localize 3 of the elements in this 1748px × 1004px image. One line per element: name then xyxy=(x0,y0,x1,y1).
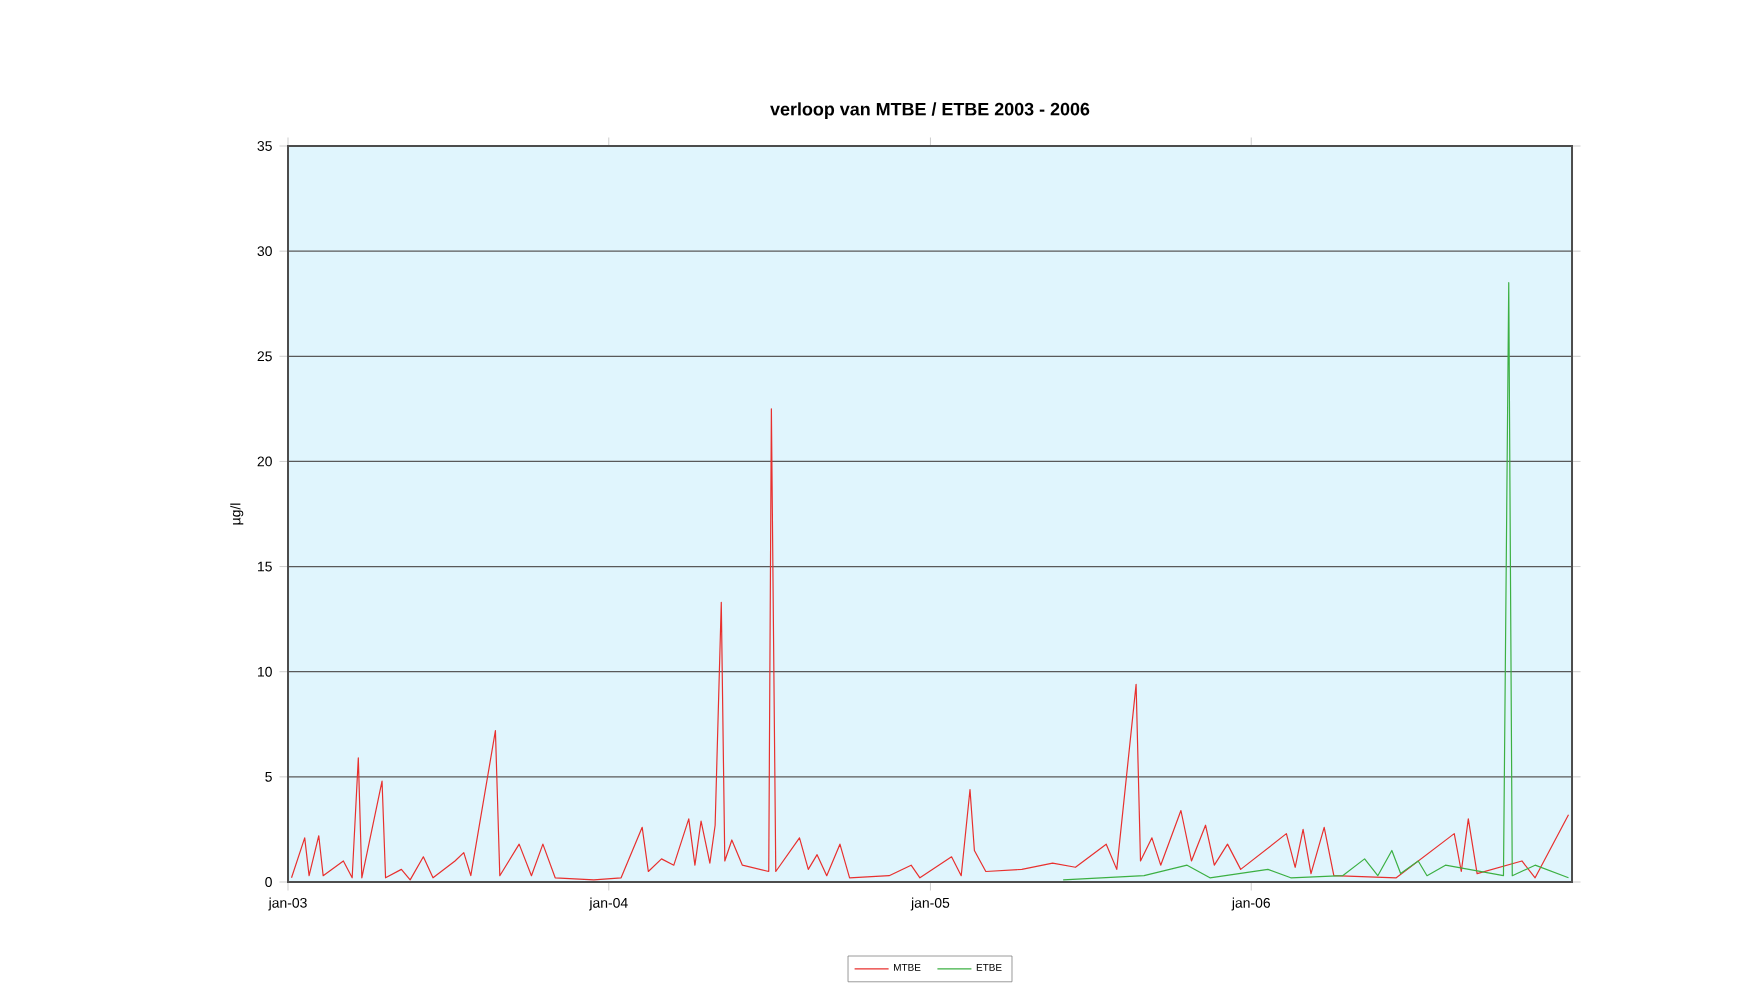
line-series xyxy=(1062,282,1570,881)
line-series xyxy=(290,408,1570,881)
chart-title: verloop van MTBE / ETBE 2003 - 2006 xyxy=(770,102,1090,120)
